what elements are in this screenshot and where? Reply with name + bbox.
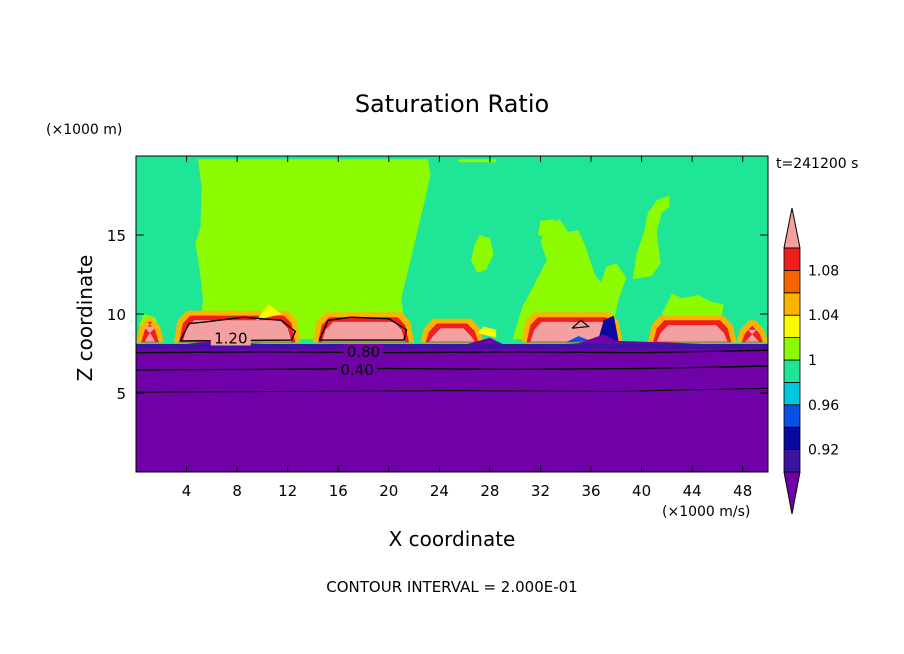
y-axis-label: Z coordinate — [73, 255, 97, 382]
colorbar-box — [783, 292, 801, 316]
yellow-fringe-a — [256, 304, 282, 321]
contour-line-040 — [135, 365, 769, 371]
x-tick-label: 32 — [531, 482, 550, 500]
cloud-cell-g-pink — [143, 326, 157, 342]
contour-interval-footer: CONTOUR INTERVAL = 2.000E-01 — [326, 578, 577, 596]
time-label: t=241200 s — [776, 156, 858, 172]
x-tick-label: 40 — [632, 482, 651, 500]
lime-cloud-right — [512, 219, 627, 340]
lime-streak-right — [632, 195, 670, 280]
x-tick-label: 36 — [581, 482, 600, 500]
x-tick-label: 44 — [683, 482, 702, 500]
colorbar-tick-label: 0.92 — [808, 443, 839, 459]
cloud-cell-c-pink — [429, 328, 475, 342]
y-tick-label: 10 — [107, 306, 126, 324]
contour-label-bg — [337, 362, 378, 378]
blue-fringe-a — [565, 336, 591, 343]
colorbar: 0.92 0.96 1 1.04 1.08 — [783, 207, 839, 515]
colorbar-box — [783, 381, 801, 406]
contour-label: 0.80 — [347, 343, 380, 361]
x-tick-label: 48 — [733, 482, 752, 500]
yellow-fringe-b — [477, 326, 497, 338]
colorbar-box — [783, 449, 801, 473]
colorbar-top-arrow — [783, 207, 801, 249]
colorbar-box — [783, 314, 801, 339]
y-tick-label: 15 — [107, 227, 126, 245]
chart-title: Saturation Ratio — [355, 90, 549, 118]
y-tick-label: 5 — [116, 385, 126, 403]
x-tick-label: 20 — [379, 482, 398, 500]
contour-line-120-c — [571, 319, 590, 329]
lime-cloud-right-lobe — [538, 219, 559, 239]
contour-line-120-b — [318, 316, 408, 341]
contour-labels: 1.20 0.800.40 — [210, 329, 384, 379]
colorbar-box — [783, 247, 801, 271]
colorbar-tick-label: 1.04 — [808, 308, 839, 324]
lime-top-cap — [458, 159, 497, 163]
colorbar-box — [783, 426, 801, 451]
dry-layer-edge — [136, 344, 768, 349]
y-units-label: (×1000 m) — [46, 122, 122, 138]
cloud-cell-e-pink — [656, 325, 728, 342]
contour-label-bg — [343, 343, 384, 359]
x-axis-label: X coordinate — [389, 527, 516, 551]
lime-patch-small — [471, 235, 494, 273]
colorbar-tick-label: 0.96 — [808, 398, 839, 414]
cloud-cell-f-pink — [745, 329, 760, 342]
colorbar-tick-label: 1 — [808, 353, 817, 369]
dry-layer-purple — [136, 334, 768, 472]
contour-field — [135, 156, 769, 472]
contour-label-bg — [210, 330, 251, 346]
lime-plume-region — [195, 159, 431, 340]
contour-label: 0.40 — [340, 361, 373, 379]
x-tick-label: 12 — [278, 482, 297, 500]
colorbar-tick-label: 1.08 — [808, 263, 839, 279]
cloud-cell-d-pink — [530, 321, 614, 342]
x-tick-label: 8 — [232, 482, 242, 500]
contour-label: 1.20 — [214, 329, 247, 347]
colorbar-bottom-arrow — [783, 471, 801, 515]
x-tick-label: 28 — [480, 482, 499, 500]
contour-line-080 — [135, 349, 769, 354]
cloud-cell-b-pink — [321, 321, 406, 342]
contour-line-120-a — [179, 316, 297, 342]
contour-line-low — [135, 387, 769, 393]
x-units-label: (×1000 m/s) — [662, 504, 750, 520]
x-tick-label: 16 — [329, 482, 348, 500]
colorbar-box — [783, 337, 801, 361]
x-tick-label: 24 — [430, 482, 449, 500]
colorbar-box — [783, 359, 801, 383]
colorbar-box — [783, 404, 801, 428]
colorbar-box — [783, 269, 801, 294]
x-tick-label: 4 — [182, 482, 192, 500]
